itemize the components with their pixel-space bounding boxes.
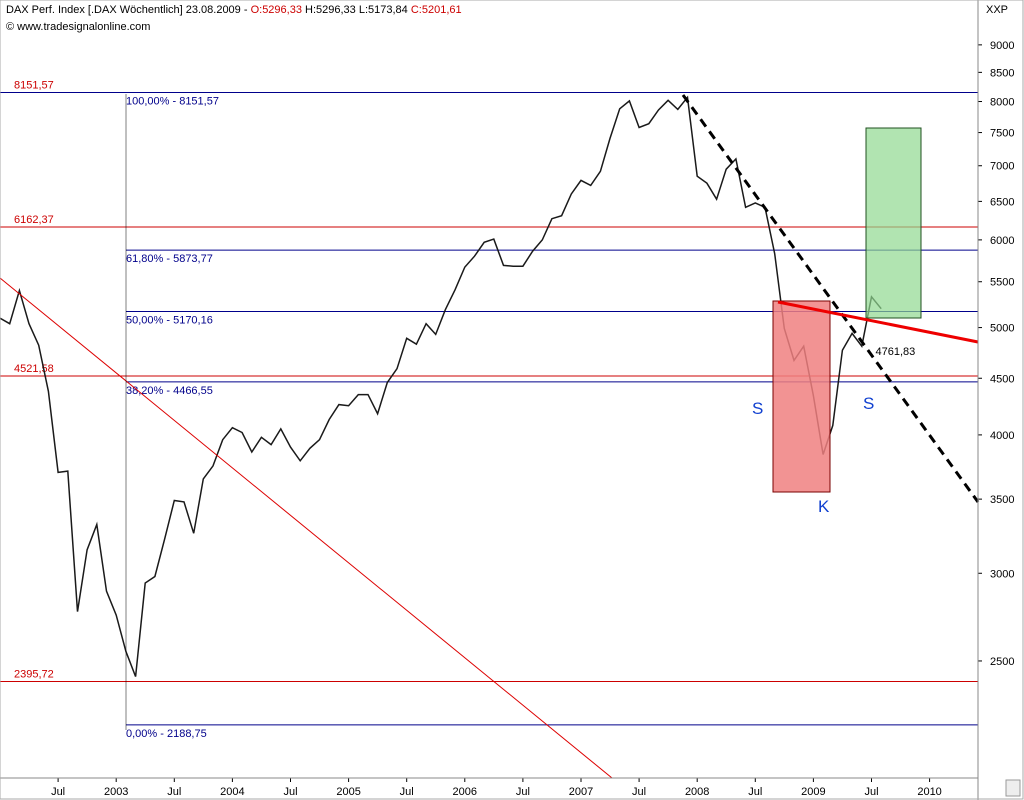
annotation: S	[752, 399, 763, 418]
x-tick-label: Jul	[283, 786, 297, 798]
level-label: 6162,37	[14, 214, 54, 226]
level-label: 4521,58	[14, 363, 54, 375]
close: C:5201,61	[411, 4, 462, 16]
y-tick-label: 8000	[990, 97, 1014, 109]
x-tick-label: 2003	[104, 786, 128, 798]
y-tick-label: 4500	[990, 373, 1014, 385]
y-tick-label: 7000	[990, 161, 1014, 173]
high: H:5296,33	[305, 4, 356, 16]
x-tick-label: Jul	[167, 786, 181, 798]
x-tick-label: Jul	[400, 786, 414, 798]
fib-label: 50,00% - 5170,16	[126, 314, 213, 326]
fib-label: 38,20% - 4466,55	[126, 385, 213, 397]
trendline	[0, 277, 613, 779]
fib-label: 61,80% - 5873,77	[126, 253, 213, 265]
x-tick-label: Jul	[632, 786, 646, 798]
open: O:5296,33	[251, 4, 302, 16]
y-tick-label: 4000	[990, 430, 1014, 442]
x-tick-label: Jul	[864, 786, 878, 798]
neckline	[777, 300, 979, 344]
y-tick-label: 6000	[990, 235, 1014, 247]
green-box	[865, 127, 922, 319]
low: L:5173,84	[359, 4, 408, 16]
level-label: 2395,72	[14, 668, 54, 680]
x-tick-label: 2010	[917, 786, 941, 798]
fib-label: 100,00% - 8151,57	[126, 95, 219, 107]
y-tick-label: 7500	[990, 128, 1014, 140]
x-tick-label: 2006	[453, 786, 477, 798]
level-label: 8151,57	[14, 79, 54, 91]
x-tick-label: 2007	[569, 786, 593, 798]
price-label: 4761,83	[875, 346, 915, 358]
x-tick-label: Jul	[51, 786, 65, 798]
x-tick-label: 2009	[801, 786, 825, 798]
dashed-trendline	[681, 94, 980, 503]
y-tick-label: 5000	[990, 323, 1014, 335]
y-tick-label: 6500	[990, 196, 1014, 208]
x-tick-label: 2008	[685, 786, 709, 798]
annotation: S	[863, 394, 874, 413]
y-tick-label: 2500	[990, 656, 1014, 668]
y-tick-label: 8500	[990, 67, 1014, 79]
header: DAX Perf. Index [.DAX Wöchentlich] 23.08…	[6, 4, 462, 16]
title: DAX Perf. Index [.DAX Wöchentlich] 23.08…	[6, 4, 251, 16]
y-tick-label: 9000	[990, 40, 1014, 52]
x-tick-label: Jul	[516, 786, 530, 798]
price-line	[0, 95, 882, 677]
scroll-handle[interactable]	[1005, 779, 1021, 797]
y-tick-label: 3000	[990, 568, 1014, 580]
y-tick-label: 5500	[990, 277, 1014, 289]
x-tick-label: 2005	[336, 786, 360, 798]
fib-label: 0,00% - 2188,75	[126, 728, 207, 740]
annotation: K	[818, 497, 830, 516]
plot-area: 2500 3000 3500 4000 4500 5000 5500 6000 6500 7000…	[0, 40, 1014, 798]
y-tick-label: 3500	[990, 494, 1014, 506]
axis-code: XXP	[986, 4, 1008, 16]
x-tick-label: 2004	[220, 786, 244, 798]
red-box	[772, 300, 831, 493]
x-tick-label: Jul	[748, 786, 762, 798]
source: © www.tradesignalonline.com	[6, 21, 150, 33]
